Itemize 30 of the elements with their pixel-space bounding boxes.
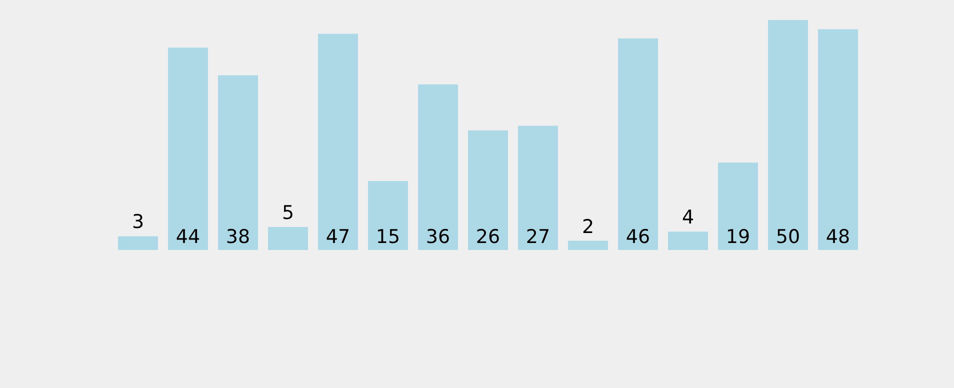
data-label: 50 <box>776 226 800 248</box>
data-label: 38 <box>226 226 250 248</box>
data-label: 19 <box>726 226 750 248</box>
bar <box>668 232 708 250</box>
bar <box>468 130 508 250</box>
bar <box>268 227 308 250</box>
data-label: 3 <box>132 211 144 234</box>
bar <box>118 236 158 250</box>
data-label: 44 <box>176 226 200 248</box>
bar <box>368 181 408 250</box>
bar <box>768 20 808 250</box>
bar <box>568 240 608 250</box>
data-label: 2 <box>582 216 594 238</box>
bar <box>418 84 458 250</box>
data-label: 5 <box>282 202 294 224</box>
bar <box>218 75 258 250</box>
data-label: 27 <box>526 226 550 248</box>
bar <box>318 34 358 250</box>
data-label: 47 <box>326 226 350 248</box>
bar <box>168 48 208 250</box>
bar <box>718 162 758 250</box>
data-label: 36 <box>426 226 450 248</box>
data-label: 26 <box>476 226 500 248</box>
data-label: 15 <box>376 226 400 248</box>
bar <box>518 126 558 250</box>
bar <box>618 38 658 250</box>
bar <box>818 29 858 250</box>
data-label: 46 <box>626 226 650 248</box>
data-label: 48 <box>826 226 850 248</box>
data-label: 4 <box>682 206 694 229</box>
